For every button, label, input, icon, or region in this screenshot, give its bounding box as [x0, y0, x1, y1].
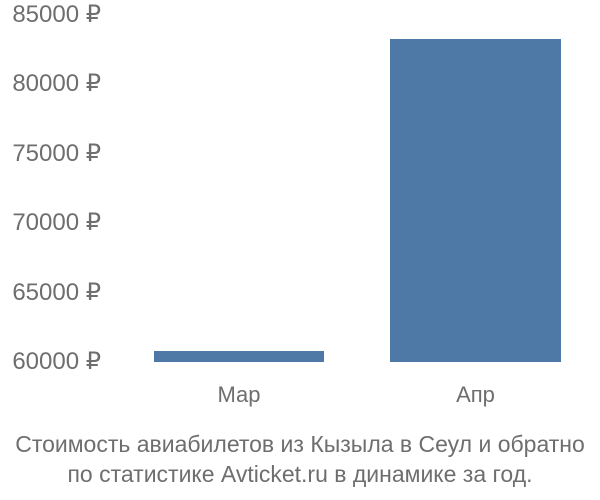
chart-caption: Стоимость авиабилетов из Кызыла в Сеул и… — [0, 429, 600, 489]
caption-line-2: по статистике Avticket.ru в динамике за … — [67, 461, 533, 487]
y-axis-tick-labels: 85000 ₽ 80000 ₽ 75000 ₽ 70000 ₽ 65000 ₽ 60000… — [0, 0, 101, 420]
y-tick-label: 85000 ₽ — [12, 1, 101, 28]
y-tick-label: 70000 ₽ — [12, 209, 101, 237]
x-tick-label: Мар — [217, 382, 261, 407]
plot-area: Мар Апр — [101, 0, 600, 420]
y-tick-label: 60000 ₽ — [12, 348, 101, 375]
caption-line-1: Стоимость авиабилетов из Кызыла в Сеул и… — [15, 431, 585, 457]
y-tick-label: 75000 ₽ — [12, 139, 101, 167]
bar-мар — [154, 350, 324, 362]
y-tick-label: 80000 ₽ — [12, 70, 101, 98]
x-tick-label: Апр — [456, 382, 495, 407]
y-tick-label: 65000 ₽ — [12, 278, 101, 306]
bar-апр — [390, 38, 561, 362]
